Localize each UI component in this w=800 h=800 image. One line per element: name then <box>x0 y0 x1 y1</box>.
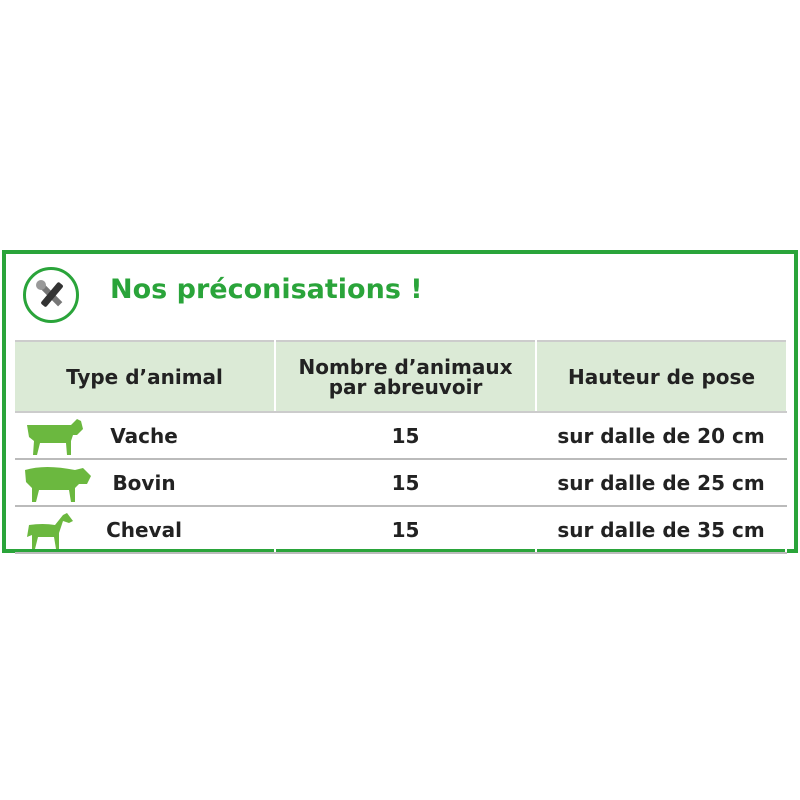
animal-name: Bovin <box>112 470 176 495</box>
animal-name: Vache <box>110 423 178 448</box>
table-row: Cheval 15 sur dalle de 35 cm <box>15 506 787 554</box>
cow-icon <box>27 419 83 455</box>
horse-icon <box>27 513 73 549</box>
animal-name: Cheval <box>106 517 182 542</box>
table-header: Type d’animal Nombre d’animaux par abreu… <box>15 340 786 413</box>
header-animal-count: Nombre d’animaux par abreuvoir <box>275 340 537 413</box>
recommendations-panel: Nos préconisations ! Type d’animal Nombr… <box>2 250 798 554</box>
animal-count: 15 <box>275 506 537 554</box>
animal-count: 15 <box>275 412 537 460</box>
recommendations-table: Type d’animal Nombre d’animaux par abreu… <box>15 340 787 554</box>
table-row: Vache 15 sur dalle de 20 cm <box>15 412 787 460</box>
header-install-height: Hauteur de pose <box>536 340 786 413</box>
tools-icon <box>23 267 79 323</box>
install-height: sur dalle de 20 cm <box>536 412 787 460</box>
bull-icon <box>25 467 91 502</box>
header-animal-type: Type d’animal <box>15 340 276 413</box>
table-row: Bovin 15 sur dalle de 25 cm <box>15 459 787 507</box>
install-height: sur dalle de 35 cm <box>536 506 787 554</box>
install-height: sur dalle de 25 cm <box>536 459 787 507</box>
panel-title: Nos préconisations ! <box>110 274 423 305</box>
animal-count: 15 <box>275 459 537 507</box>
